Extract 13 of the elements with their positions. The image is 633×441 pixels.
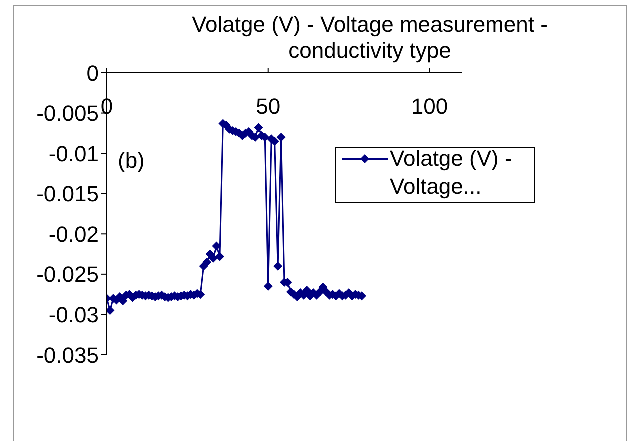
x-tick-label: 50 (256, 94, 281, 119)
annotation: (b) (118, 148, 145, 174)
chart-title: Volatge (V) - Voltage measurement - conductivity type (191, 12, 549, 64)
y-tick-label: -0.025 (36, 262, 99, 288)
y-tick-label: -0.005 (36, 101, 99, 126)
y-tick-label: -0.02 (48, 222, 99, 247)
y-tick-label: -0.03 (48, 302, 99, 328)
y-tick-label: -0.01 (48, 141, 99, 166)
y-tick-label: -0.035 (36, 342, 99, 368)
x-tick-label: 100 (411, 94, 448, 119)
y-tick-label: 0 (86, 60, 99, 86)
y-tick-label: -0.015 (36, 182, 99, 207)
legend-label: Volatge (V) - Voltage... (390, 145, 514, 201)
